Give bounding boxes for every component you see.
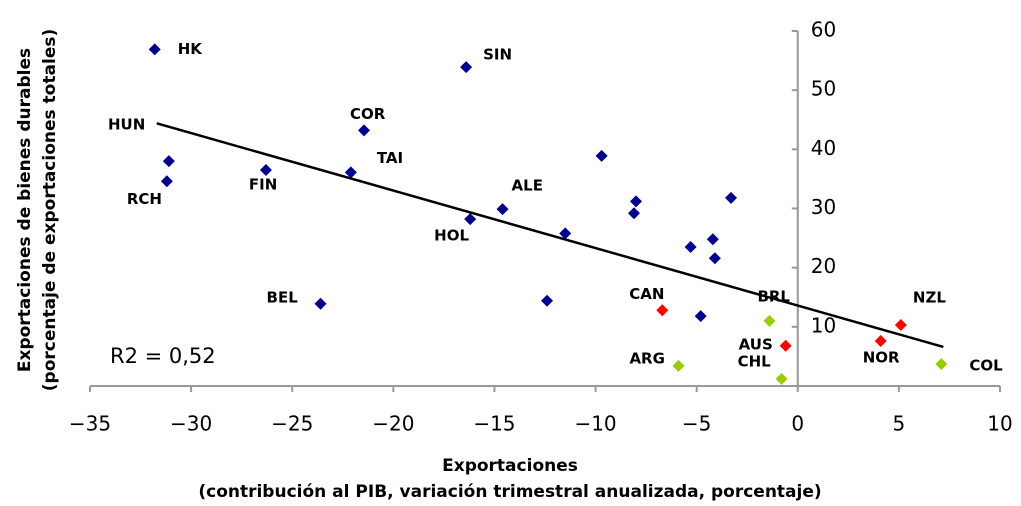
point — [694, 310, 707, 323]
x-tick-label: 0 — [791, 412, 804, 436]
y-axis-title: (porcentaje de exportaciones totales) — [40, 29, 60, 391]
point — [874, 335, 887, 348]
x-tick-label: −30 — [170, 412, 212, 436]
point-label: NZL — [913, 289, 946, 307]
x-tick-label: −20 — [372, 412, 414, 436]
y-tick-label: 30 — [811, 195, 836, 219]
x-tick-label: 5 — [893, 412, 906, 436]
annotation: HUN — [108, 116, 145, 134]
x-tick-label: −15 — [473, 412, 515, 436]
point — [725, 191, 738, 204]
point-label: CHL — [738, 352, 772, 370]
y-tick-label: 60 — [811, 18, 836, 42]
y-tick-label: 40 — [811, 136, 836, 160]
point — [627, 207, 640, 220]
point — [496, 203, 509, 216]
point — [559, 227, 572, 240]
point — [894, 319, 907, 332]
point — [706, 233, 719, 246]
point-label: NOR — [863, 349, 900, 367]
point-label: BEL — [267, 288, 299, 306]
point — [763, 314, 776, 327]
point-label: SIN — [483, 46, 512, 64]
x-axis-title: Exportaciones — [442, 456, 578, 476]
point — [779, 339, 792, 352]
y-axis-title: Exportaciones de bienes durables — [15, 48, 35, 372]
y-tick-label: 10 — [811, 313, 836, 337]
point-label: TAI — [377, 149, 403, 167]
x-tick-label: −35 — [69, 412, 111, 436]
point — [148, 43, 161, 56]
point — [672, 359, 685, 372]
point — [595, 149, 608, 162]
annotation: R2 = 0,52 — [110, 344, 216, 368]
point-label: RCH — [127, 190, 162, 208]
point — [630, 195, 642, 208]
point — [358, 124, 371, 137]
point-label: AUS — [739, 335, 773, 353]
point — [460, 61, 473, 74]
point — [935, 358, 948, 371]
point-label: COL — [969, 357, 1003, 375]
x-axis-title: (contribución al PIB, variación trimestr… — [198, 482, 821, 502]
x-tick-label: 10 — [987, 412, 1012, 436]
point-label: HK — [178, 40, 204, 58]
point — [708, 252, 721, 265]
point — [344, 166, 357, 179]
x-tick-label: −5 — [682, 412, 711, 436]
y-tick-label: 50 — [811, 77, 836, 101]
y-tick-label: 20 — [811, 254, 836, 278]
point-label: COR — [350, 105, 386, 123]
point — [541, 294, 554, 307]
x-tick-label: −25 — [271, 412, 313, 436]
point-label: ALE — [512, 177, 543, 195]
point-label: HOL — [434, 227, 469, 245]
point — [162, 155, 175, 168]
point — [656, 304, 669, 317]
point — [775, 372, 788, 385]
point-label: FIN — [249, 176, 277, 194]
point-label: BRL — [757, 287, 790, 305]
trend-line — [156, 122, 944, 349]
point — [314, 297, 327, 310]
point — [259, 164, 272, 177]
x-tick-label: −10 — [574, 412, 616, 436]
point — [464, 213, 477, 226]
point — [160, 175, 173, 188]
point-label: ARG — [629, 349, 664, 367]
point-label: CAN — [629, 285, 664, 303]
point — [684, 240, 697, 253]
